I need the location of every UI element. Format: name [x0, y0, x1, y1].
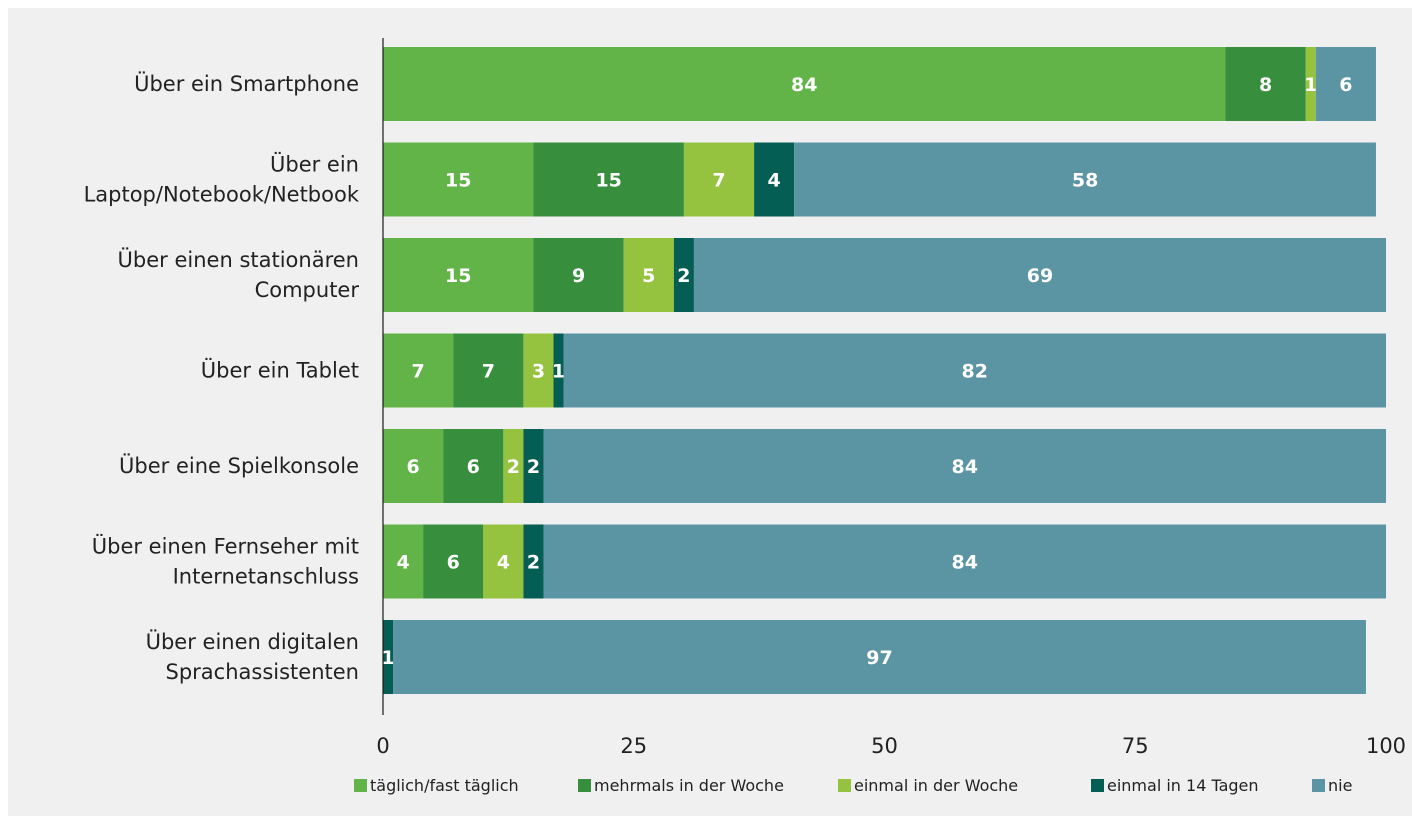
bar-segment [533, 238, 624, 312]
bar-segment [623, 238, 674, 312]
legend-label: einmal in 14 Tagen [1107, 776, 1259, 795]
x-tick-label: 100 [1366, 734, 1406, 758]
data-label: 15 [595, 170, 621, 192]
bar-segment [383, 238, 534, 312]
data-label: 6 [447, 552, 460, 574]
bar-segment [523, 429, 544, 503]
bar-segment [693, 238, 1386, 312]
bar-segment [754, 142, 795, 217]
data-label: 97 [866, 647, 892, 669]
data-label: 3 [532, 361, 545, 383]
category-label: Über einen Fernseher mit [92, 534, 359, 559]
bar-segment [533, 142, 684, 217]
bar-segment [453, 333, 524, 408]
data-label: 1 [381, 647, 394, 669]
data-label: 7 [482, 361, 495, 383]
data-label: 1 [552, 361, 565, 383]
category-label: Über ein Tablet [201, 358, 359, 383]
data-label: 6 [1339, 74, 1352, 96]
category-label: Über ein Smartphone [134, 71, 359, 96]
data-label: 4 [497, 552, 510, 574]
bar-segment [543, 524, 1386, 599]
data-label: 58 [1072, 170, 1098, 192]
x-tick-label: 50 [871, 734, 898, 758]
data-label: 84 [791, 74, 817, 96]
x-tick-label: 0 [376, 734, 389, 758]
data-label: 4 [768, 170, 781, 192]
bar-segment [1315, 47, 1376, 121]
category-label: Über einen digitalen [146, 629, 359, 654]
data-label: 4 [396, 552, 409, 574]
data-label: 2 [527, 552, 540, 574]
chart-area: 84 8 1 6 Über ein Smartphone 15 15 7 4 58 Über ein… [8, 8, 1412, 816]
legend-swatch [838, 779, 851, 792]
data-label: 5 [642, 265, 655, 287]
legend-swatch [578, 779, 591, 792]
bar-segment [523, 333, 554, 408]
bar-segment [1225, 47, 1306, 121]
legend-swatch [1091, 779, 1104, 792]
data-label: 15 [445, 170, 471, 192]
data-label: 6 [406, 456, 419, 478]
legend-label: einmal in der Woche [854, 776, 1018, 795]
category-label: Über eine Spielkonsole [119, 453, 359, 478]
x-tick-label: 75 [1122, 734, 1149, 758]
bar-segment [383, 620, 394, 694]
bar-segment [383, 429, 444, 503]
bar-segment [383, 142, 534, 217]
bar-segment [794, 142, 1376, 217]
category-label: Sprachassistenten [166, 660, 359, 684]
data-label: 2 [507, 456, 520, 478]
bar-segment [423, 524, 484, 599]
category-label: Über ein [270, 152, 359, 177]
legend-swatch [1312, 779, 1325, 792]
data-label: 6 [467, 456, 480, 478]
data-label: 7 [411, 361, 424, 383]
x-tick-label: 25 [620, 734, 647, 758]
bar-segment [543, 429, 1386, 503]
bar-segment [1305, 47, 1316, 121]
bar-segment [383, 47, 1226, 121]
bar-segment [553, 333, 564, 408]
bar-segment [503, 429, 524, 503]
data-label: 9 [572, 265, 585, 287]
bar-segment [443, 429, 504, 503]
data-label: 2 [677, 265, 690, 287]
bar-segment [683, 142, 755, 217]
bar-segment [563, 333, 1386, 408]
data-label: 1 [1304, 74, 1317, 96]
category-label: Computer [255, 278, 360, 302]
bar-segment [383, 333, 454, 408]
bar-segment [383, 524, 424, 599]
bar-segment [523, 524, 544, 599]
legend-label: nie [1328, 776, 1352, 795]
category-label: Internetanschluss [173, 565, 359, 589]
data-label: 84 [952, 552, 978, 574]
legend-label: mehrmals in der Woche [594, 776, 784, 795]
category-label: Über einen stationären [118, 247, 359, 272]
data-label: 82 [962, 361, 988, 383]
data-label: 15 [445, 265, 471, 287]
bar-segment [393, 620, 1366, 694]
data-label: 84 [952, 456, 978, 478]
legend-swatch [354, 779, 367, 792]
legend-label: täglich/fast täglich [370, 776, 519, 795]
data-label: 7 [712, 170, 725, 192]
category-label: Laptop/Notebook/Netbook [84, 183, 360, 207]
data-label: 69 [1027, 265, 1053, 287]
data-label: 8 [1259, 74, 1272, 96]
bar-segment [483, 524, 524, 599]
bar-segment [673, 238, 694, 312]
data-label: 2 [527, 456, 540, 478]
